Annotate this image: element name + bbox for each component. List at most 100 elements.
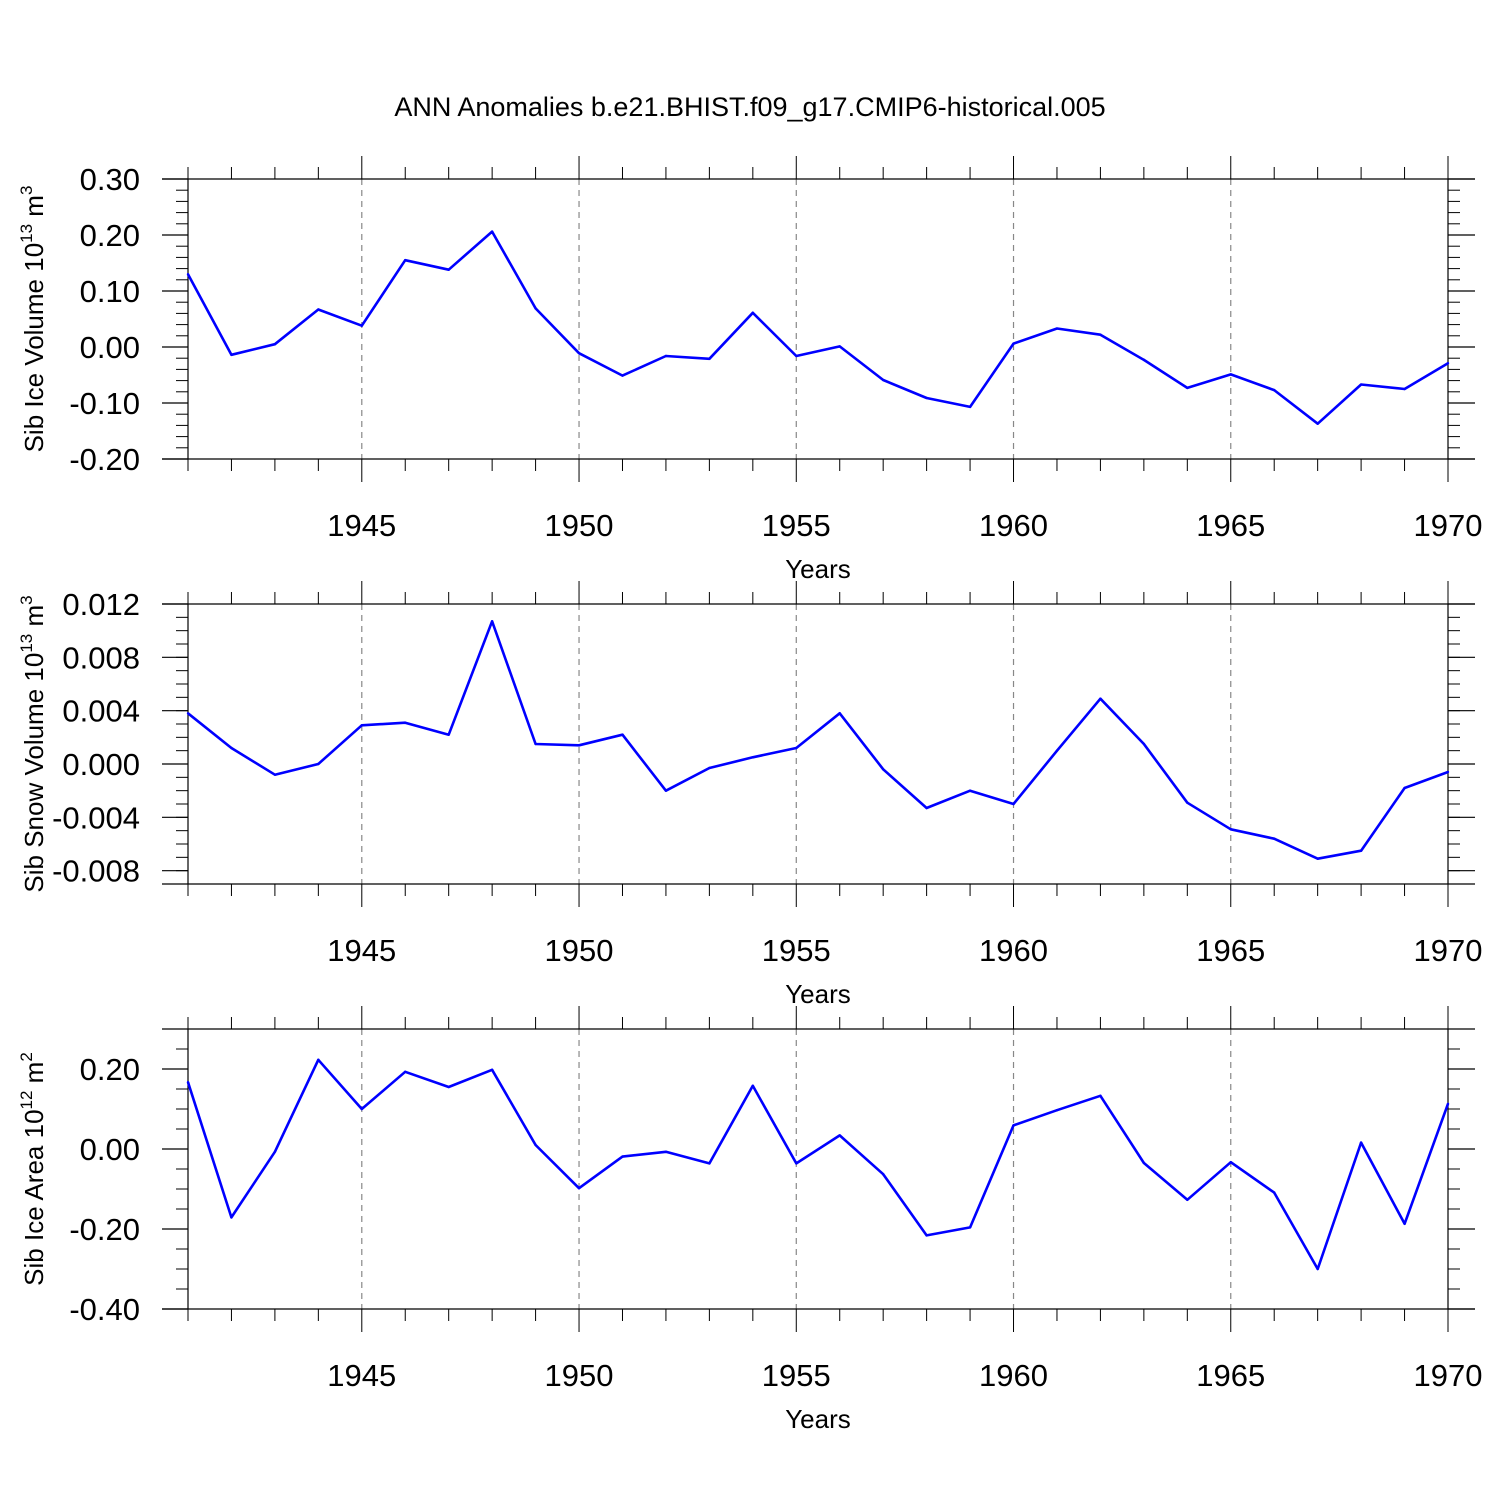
data-point [534, 1143, 537, 1147]
x-tick-label: 1960 [979, 1358, 1048, 1393]
data-point [534, 742, 537, 746]
data-point [1055, 1109, 1059, 1112]
data-point [925, 1234, 928, 1237]
data-point [664, 1150, 668, 1154]
data-point [838, 345, 841, 348]
y-tick-label: -0.004 [52, 800, 140, 835]
x-tick-label: 1970 [1414, 1358, 1483, 1393]
data-point [621, 374, 624, 377]
data-point [490, 620, 494, 623]
data-point [708, 1162, 711, 1165]
x-tick-label: 1955 [762, 508, 831, 543]
x-tick-label: 1970 [1414, 933, 1483, 968]
data-point [317, 762, 320, 766]
data-point [1316, 1267, 1319, 1271]
x-axis-label: Years [785, 979, 851, 1009]
y-tick-label: -0.20 [69, 1212, 140, 1247]
data-point [404, 721, 407, 724]
data-point [1012, 1124, 1015, 1127]
data-point [1012, 802, 1015, 806]
x-tick-label: 1950 [545, 1358, 614, 1393]
data-point [1273, 388, 1276, 392]
y-tick-label: 0.00 [80, 1132, 140, 1167]
data-point [186, 273, 190, 276]
data-point [1055, 327, 1059, 330]
y-tick-label: 0.004 [62, 694, 140, 729]
data-point [1229, 1161, 1232, 1164]
series-line [187, 619, 1449, 861]
data-point [925, 806, 928, 810]
x-tick-label: 1960 [979, 508, 1048, 543]
data-point [1055, 749, 1059, 752]
data-point [447, 733, 450, 736]
x-tick-label: 1955 [762, 933, 831, 968]
data-point [1446, 770, 1450, 774]
series-line [186, 1058, 1450, 1271]
y-axis-label: Sib Snow Volume 1013 m3 [17, 595, 49, 892]
data-point [1359, 383, 1363, 386]
series-line [186, 230, 1449, 426]
data-point [1403, 786, 1406, 790]
data-point [795, 1162, 798, 1165]
y-axis-label: Sib Ice Volume 1013 m3 [17, 186, 49, 453]
data-point [490, 230, 494, 233]
x-tick-label: 1965 [1196, 1358, 1265, 1393]
data-point [186, 1081, 190, 1084]
chart-panel-2: -0.008 -0.004 0.000 0.004 0.008 0.012 1945 1950… [17, 581, 1482, 1009]
data-point [751, 311, 755, 315]
x-tick-label: 1965 [1196, 508, 1265, 543]
data-point [230, 1216, 233, 1219]
data-point [708, 766, 711, 770]
data-point [404, 1070, 407, 1074]
data-point [751, 756, 755, 759]
data-point [1186, 1198, 1189, 1202]
data-point [838, 712, 841, 715]
chart-panel-1: -0.20 -0.10 0.00 0.10 0.20 0.30 1945 1950 1955 19… [17, 156, 1482, 584]
data-point [968, 1226, 972, 1229]
data-point [317, 308, 320, 311]
data-point [881, 768, 885, 771]
y-tick-label: 0.00 [80, 330, 140, 365]
data-point [795, 354, 798, 358]
data-point [881, 378, 885, 382]
data-point [1446, 1102, 1450, 1106]
chart-title: ANN Anomalies b.e21.BHIST.f09_g17.CMIP6-… [394, 92, 1105, 122]
data-point [447, 268, 450, 271]
y-tick-label: 0.20 [80, 218, 140, 253]
data-point [1012, 342, 1015, 345]
data-point [360, 724, 363, 727]
x-tick-label: 1945 [327, 933, 396, 968]
data-point [1359, 1141, 1363, 1144]
data-point [1316, 857, 1319, 860]
x-tick-label: 1955 [762, 1358, 831, 1393]
data-point [1403, 387, 1406, 391]
y-tick-label: -0.20 [69, 442, 140, 477]
data-point [273, 773, 277, 776]
data-point [1186, 386, 1189, 390]
y-tick-label: 0.012 [62, 587, 140, 622]
y-axis-label: Sib Ice Area 1012 m2 [17, 1052, 49, 1286]
x-tick-label: 1965 [1196, 933, 1265, 968]
data-point [838, 1134, 841, 1137]
chart-panels: -0.20 -0.10 0.00 0.10 0.20 0.30 1945 1950 1955 19… [17, 156, 1482, 1434]
data-point [447, 1085, 450, 1089]
data-point [577, 1187, 581, 1190]
data-point [1099, 697, 1102, 700]
data-point [577, 351, 581, 355]
x-tick-label: 1970 [1414, 508, 1483, 543]
data-point [621, 1155, 624, 1158]
data-point [1359, 849, 1363, 852]
data-point [1403, 1222, 1406, 1226]
x-tick-label: 1950 [545, 933, 614, 968]
data-point [1273, 1191, 1276, 1194]
data-point [1186, 801, 1189, 804]
data-point [708, 357, 711, 360]
data-point [1316, 422, 1319, 425]
x-axis-label: Years [785, 1404, 851, 1434]
y-tick-label: -0.10 [69, 386, 140, 421]
data-point [1142, 1161, 1146, 1165]
x-tick-label: 1945 [327, 1358, 396, 1393]
data-point [881, 1173, 885, 1176]
data-point [664, 789, 668, 792]
